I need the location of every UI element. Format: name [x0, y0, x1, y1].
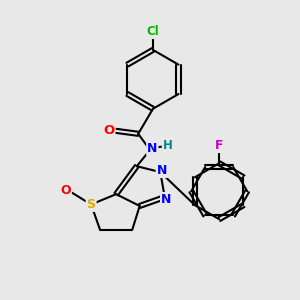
Text: F: F — [215, 139, 224, 152]
Text: N: N — [157, 164, 167, 177]
Text: H: H — [163, 139, 172, 152]
Text: S: S — [87, 198, 96, 211]
Text: O: O — [60, 184, 71, 197]
Text: O: O — [103, 124, 114, 137]
Text: Cl: Cl — [147, 25, 159, 38]
Text: N: N — [161, 193, 171, 206]
Text: N: N — [147, 142, 158, 155]
